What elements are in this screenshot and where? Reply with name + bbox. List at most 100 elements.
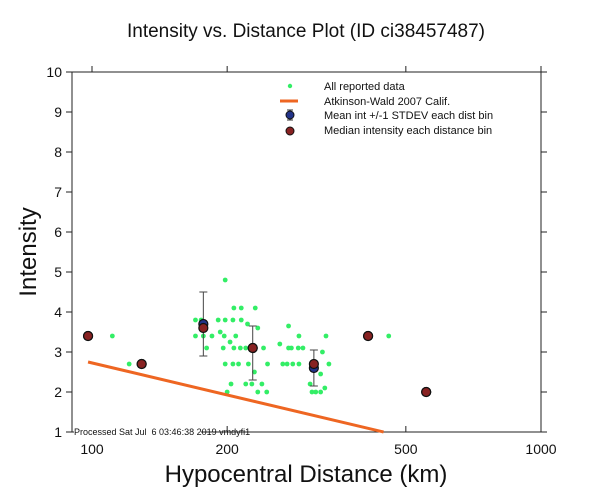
data-point bbox=[300, 345, 306, 351]
data-point bbox=[288, 345, 294, 351]
x-axis-ticks: 100 200 500 1000 bbox=[80, 66, 557, 457]
data-point bbox=[265, 361, 270, 367]
data-point bbox=[313, 389, 319, 395]
data-point bbox=[209, 333, 215, 339]
data-point bbox=[193, 317, 198, 323]
chart-title: Intensity vs. Distance Plot (ID ci384574… bbox=[127, 21, 485, 42]
y-tick-label: 5 bbox=[54, 264, 62, 280]
y-axis-label: Intensity bbox=[15, 207, 42, 296]
data-point bbox=[243, 345, 249, 351]
data-point bbox=[259, 381, 265, 387]
legend: All reported data Atkinson-Wald 2007 Cal… bbox=[280, 81, 493, 137]
y-tick-label: 8 bbox=[54, 144, 62, 160]
plot-axes bbox=[71, 71, 542, 433]
data-point bbox=[277, 341, 283, 347]
median-marker bbox=[362, 330, 374, 342]
processed-footer: Processed Sat Jul 6 03:46:38 2019 vmdyfi… bbox=[74, 427, 250, 437]
data-point bbox=[296, 361, 302, 367]
data-point bbox=[230, 361, 236, 367]
y-tick-label: 1 bbox=[54, 424, 62, 440]
data-point bbox=[204, 345, 210, 351]
y-tick-label: 10 bbox=[46, 64, 62, 80]
data-point bbox=[245, 321, 250, 327]
atkinson-wald-series bbox=[87, 360, 384, 434]
data-point bbox=[221, 333, 227, 339]
data-point bbox=[245, 361, 251, 367]
median-series bbox=[82, 322, 432, 398]
data-point bbox=[217, 329, 223, 335]
y-tick-label: 3 bbox=[54, 344, 62, 360]
legend-median-marker-icon bbox=[285, 126, 295, 136]
data-point bbox=[109, 333, 115, 339]
data-point bbox=[237, 345, 243, 351]
data-point bbox=[261, 345, 266, 351]
y-axis-ticks: 1 2 3 4 5 6 7 8 9 10 bbox=[46, 64, 547, 440]
data-point bbox=[249, 381, 255, 387]
x-tick-label: 100 bbox=[80, 441, 104, 457]
y-tick-label: 6 bbox=[54, 224, 62, 240]
data-point bbox=[227, 339, 233, 345]
x-tick-label: 500 bbox=[394, 441, 418, 457]
legend-green-dot-icon bbox=[287, 83, 293, 89]
data-point bbox=[296, 333, 302, 339]
data-point bbox=[228, 381, 234, 387]
data-point bbox=[386, 333, 392, 339]
legend-label: All reported data bbox=[324, 81, 406, 93]
data-point bbox=[230, 317, 236, 323]
data-point bbox=[215, 317, 221, 323]
data-point bbox=[290, 361, 296, 367]
data-point bbox=[280, 361, 286, 367]
data-point bbox=[233, 333, 239, 339]
data-point bbox=[307, 381, 313, 387]
plot-frame bbox=[71, 71, 542, 433]
x-axis-label: Hypocentral Distance (km) bbox=[165, 461, 448, 488]
x-tick-label: 200 bbox=[215, 441, 239, 457]
data-point bbox=[284, 361, 290, 367]
data-point bbox=[255, 325, 261, 331]
y-tick-label: 7 bbox=[54, 184, 62, 200]
data-point bbox=[264, 389, 270, 395]
median-marker bbox=[247, 342, 258, 354]
median-marker bbox=[198, 322, 209, 334]
data-point bbox=[243, 381, 249, 387]
data-point bbox=[222, 361, 228, 367]
legend-label: Mean int +/-1 STDEV each dist bin bbox=[324, 110, 493, 122]
data-point bbox=[222, 277, 228, 283]
data-point bbox=[126, 361, 132, 367]
y-tick-label: 2 bbox=[54, 384, 62, 400]
data-point bbox=[323, 333, 329, 339]
data-point bbox=[193, 333, 198, 339]
median-marker bbox=[421, 386, 432, 398]
median-marker bbox=[136, 358, 147, 370]
data-point bbox=[252, 369, 257, 375]
data-point bbox=[238, 317, 244, 323]
legend-label: Median intensity each distance bin bbox=[324, 125, 492, 137]
data-point bbox=[220, 345, 226, 351]
x-tick-label: 1000 bbox=[525, 441, 556, 457]
legend-mean-marker-icon bbox=[285, 110, 295, 120]
data-point bbox=[255, 389, 261, 395]
footer-background bbox=[74, 426, 201, 437]
median-marker bbox=[308, 358, 319, 370]
data-point bbox=[222, 317, 228, 323]
data-point bbox=[252, 305, 258, 311]
data-point bbox=[236, 361, 241, 367]
y-tick-label: 4 bbox=[54, 304, 62, 320]
data-point bbox=[320, 349, 325, 355]
all-reported-data-series bbox=[109, 277, 392, 395]
y-tick-label: 9 bbox=[54, 104, 62, 120]
data-point bbox=[318, 371, 324, 377]
data-point bbox=[231, 345, 237, 351]
legend-label: Atkinson-Wald 2007 Calif. bbox=[324, 96, 450, 108]
data-point bbox=[322, 385, 328, 391]
data-point bbox=[326, 361, 332, 367]
data-point bbox=[286, 323, 291, 329]
data-point bbox=[309, 389, 315, 395]
data-point bbox=[318, 389, 324, 395]
atkinson-wald-line bbox=[87, 360, 384, 434]
data-point bbox=[238, 305, 244, 311]
data-point bbox=[295, 345, 301, 351]
median-marker bbox=[82, 330, 94, 342]
data-point bbox=[231, 305, 237, 311]
